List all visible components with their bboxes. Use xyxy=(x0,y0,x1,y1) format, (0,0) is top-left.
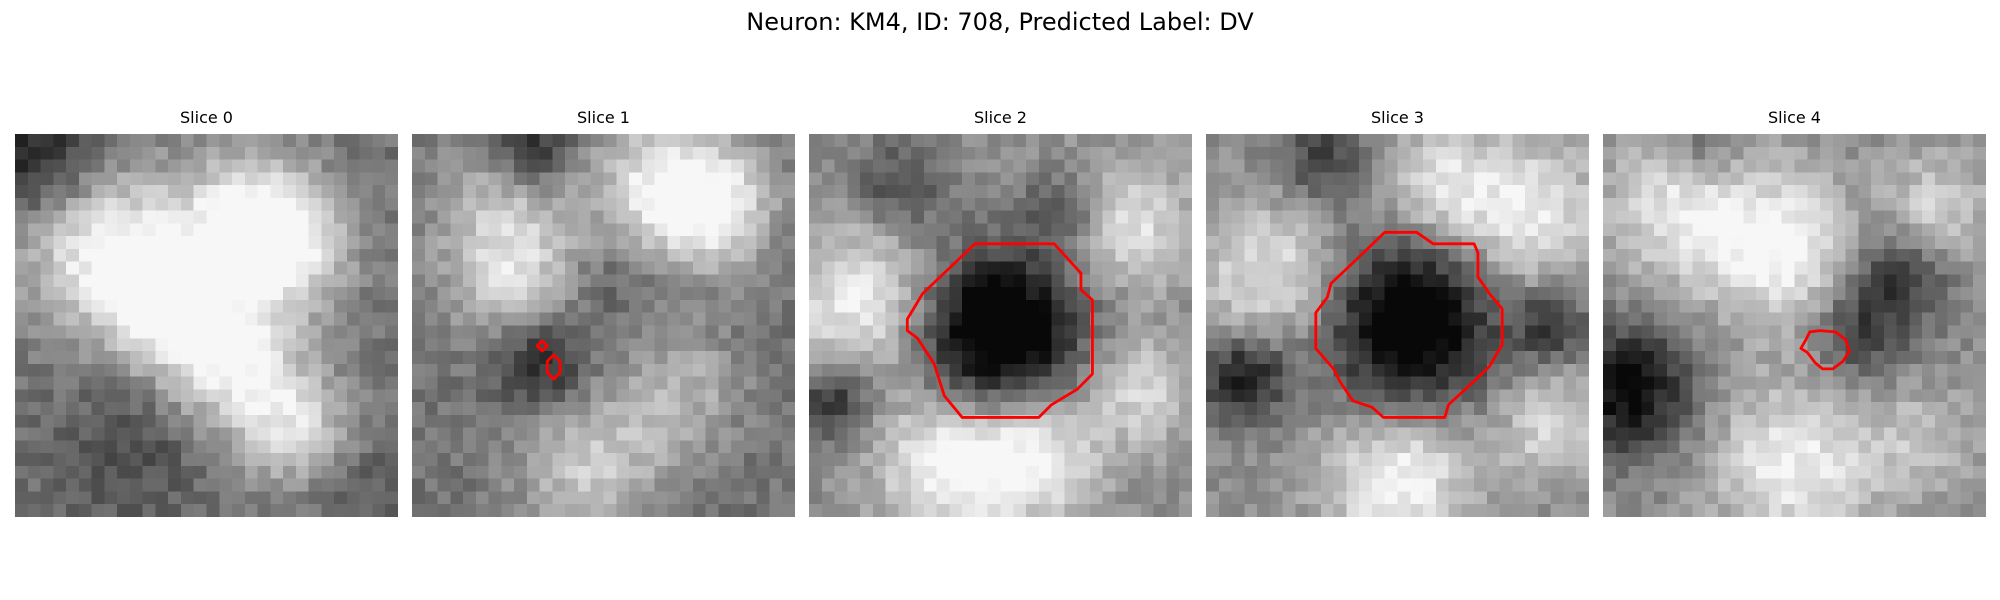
slice-panel-4: Slice 4 xyxy=(1603,108,1986,518)
pixel-grid-3 xyxy=(1206,134,1589,517)
figure-title: Neuron: KM4, ID: 708, Predicted Label: D… xyxy=(746,8,1254,36)
roi-contour xyxy=(1314,230,1504,419)
slice-title-0: Slice 0 xyxy=(180,108,233,127)
grayscale-slice-image-2 xyxy=(809,134,1192,517)
slice-panel-2: Slice 2 xyxy=(809,108,1192,518)
grayscale-slice-image-0 xyxy=(15,134,398,517)
slice-panel-0: Slice 0 xyxy=(15,108,398,518)
slice-panel-1: Slice 1 xyxy=(412,108,795,518)
pixel-grid-1 xyxy=(412,134,795,517)
roi-contour-small-a xyxy=(535,339,549,353)
roi-contour-small-b xyxy=(545,353,562,381)
slice-title-4: Slice 4 xyxy=(1768,108,1821,127)
pixel-grid-0 xyxy=(15,134,398,517)
slice-title-3: Slice 3 xyxy=(1371,108,1424,127)
slice-title-2: Slice 2 xyxy=(974,108,1027,127)
pixel-grid-2 xyxy=(809,134,1192,517)
grayscale-slice-image-3 xyxy=(1206,134,1589,517)
roi-contour xyxy=(905,242,1094,419)
grayscale-slice-image-1 xyxy=(412,134,795,517)
slice-panel-3: Slice 3 xyxy=(1206,108,1589,518)
grayscale-slice-image-4 xyxy=(1603,134,1986,517)
slice-title-1: Slice 1 xyxy=(577,108,630,127)
roi-contour xyxy=(1799,329,1851,371)
pixel-grid-4 xyxy=(1603,134,1986,517)
